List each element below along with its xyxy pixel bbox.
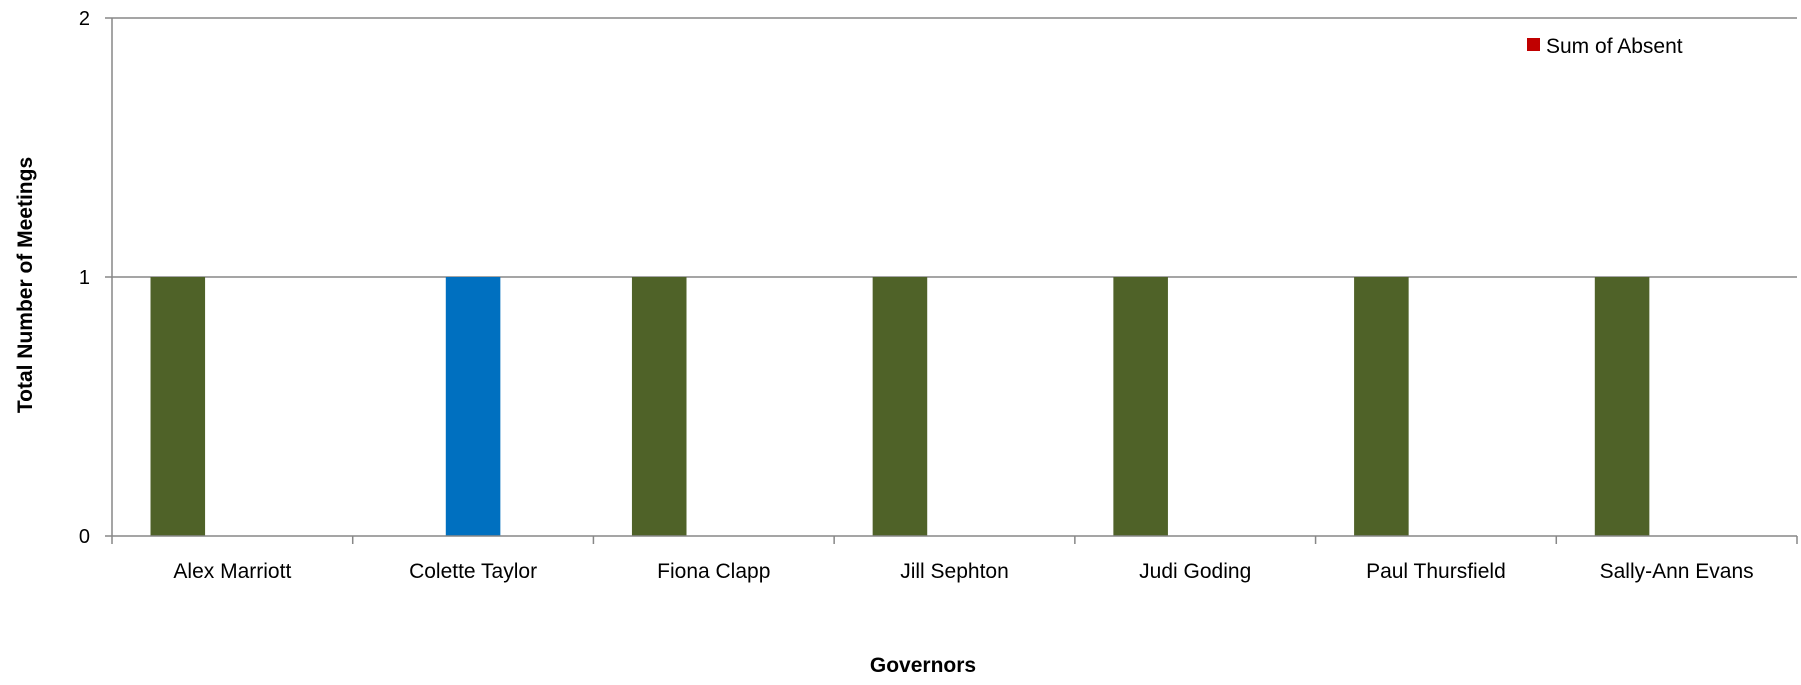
bar [631,277,687,536]
bar [1594,277,1650,536]
x-tick-label: Jill Sephton [900,560,1009,583]
bar [445,277,501,536]
y-tick-label: 0 [79,526,90,548]
bar [1113,277,1168,536]
bars [150,277,1650,536]
gridlines [112,17,1797,278]
x-tick-label: Alex Marriott [173,560,291,583]
y-tick-labels: 0 1 2 [79,8,90,548]
y-tick-label: 1 [79,267,90,289]
legend-label: Sum of Absent [1546,35,1683,58]
legend-swatch [1527,38,1540,51]
y-tick-label: 2 [79,8,90,30]
axis-ticks [105,17,1798,544]
x-tick-label: Judi Goding [1139,560,1251,583]
x-tick-label: Colette Taylor [409,560,537,583]
bar [150,277,206,536]
x-tick-labels: Alex Marriott Colette Taylor Fiona Clapp Ji… [173,560,1753,583]
x-tick-label: Paul Thursfield [1366,560,1506,583]
x-axis-title: Governors [870,654,976,677]
legend: Sum of Absent [1527,35,1683,58]
bar [1354,277,1409,536]
y-axis-title: Total Number of Meetings [14,157,37,413]
x-tick-label: Sally-Ann Evans [1600,560,1754,583]
x-tick-label: Fiona Clapp [657,560,770,583]
bar [872,277,928,536]
